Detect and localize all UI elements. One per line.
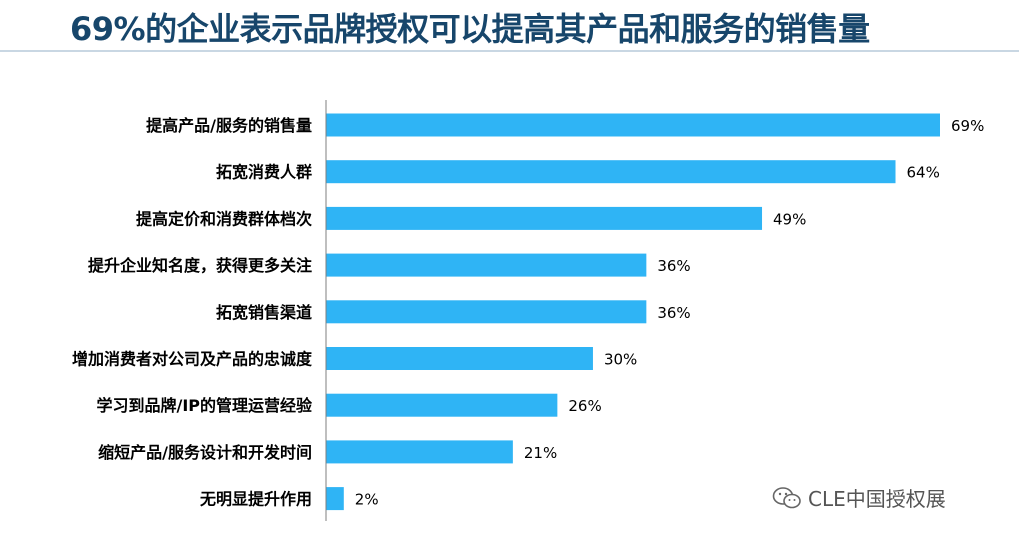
category-label-5: 增加消费者对公司及产品的忠诚度 [72,350,313,369]
watermark: CLE中国授权展 [772,483,946,512]
category-label-7: 缩短产品/服务设计和开发时间 [98,443,312,462]
category-label-6: 学习到品牌/IP的管理运营经验 [96,396,313,415]
value-label-4: 36% [657,304,690,322]
bar-1 [326,160,896,184]
category-label-0: 提高产品/服务的销售量 [146,116,312,135]
bar-7 [326,440,513,464]
value-label-3: 36% [657,257,690,275]
watermark-text: CLE中国授权展 [808,487,946,511]
title-divider [0,50,1019,52]
bar-8 [326,487,344,511]
value-label-6: 26% [568,397,601,415]
value-label-5: 30% [604,351,637,369]
category-label-4: 拓宽销售渠道 [216,303,312,322]
category-label-8: 无明显提升作用 [199,490,312,509]
bar-2 [326,206,763,230]
value-label-1: 64% [907,164,940,182]
category-label-1: 拓宽消费人群 [216,163,312,182]
category-label-2: 提高定价和消费群体档次 [136,209,312,228]
value-label-7: 21% [524,444,557,462]
value-label-8: 2% [355,491,379,509]
category-labels-group: 提高产品/服务的销售量拓宽消费人群提高定价和消费群体档次提升企业知名度，获得更多… [72,116,313,509]
bars-group [326,113,940,511]
category-label-3: 提升企业知名度，获得更多关注 [88,256,312,275]
value-label-2: 49% [773,210,806,228]
bar-5 [326,347,593,370]
value-label-0: 69% [951,117,984,135]
value-labels-group: 69% 64% 49% 36% 36% 30% 26% 21% 2% [355,117,985,509]
bar-3 [326,253,647,277]
bar-4 [326,300,647,324]
bar-6 [326,393,558,417]
wechat-icon [772,486,801,508]
page-title: 69%的企业表示品牌授权可以提高其产品和服务的销售量 [70,10,870,48]
bar-0 [326,113,940,137]
